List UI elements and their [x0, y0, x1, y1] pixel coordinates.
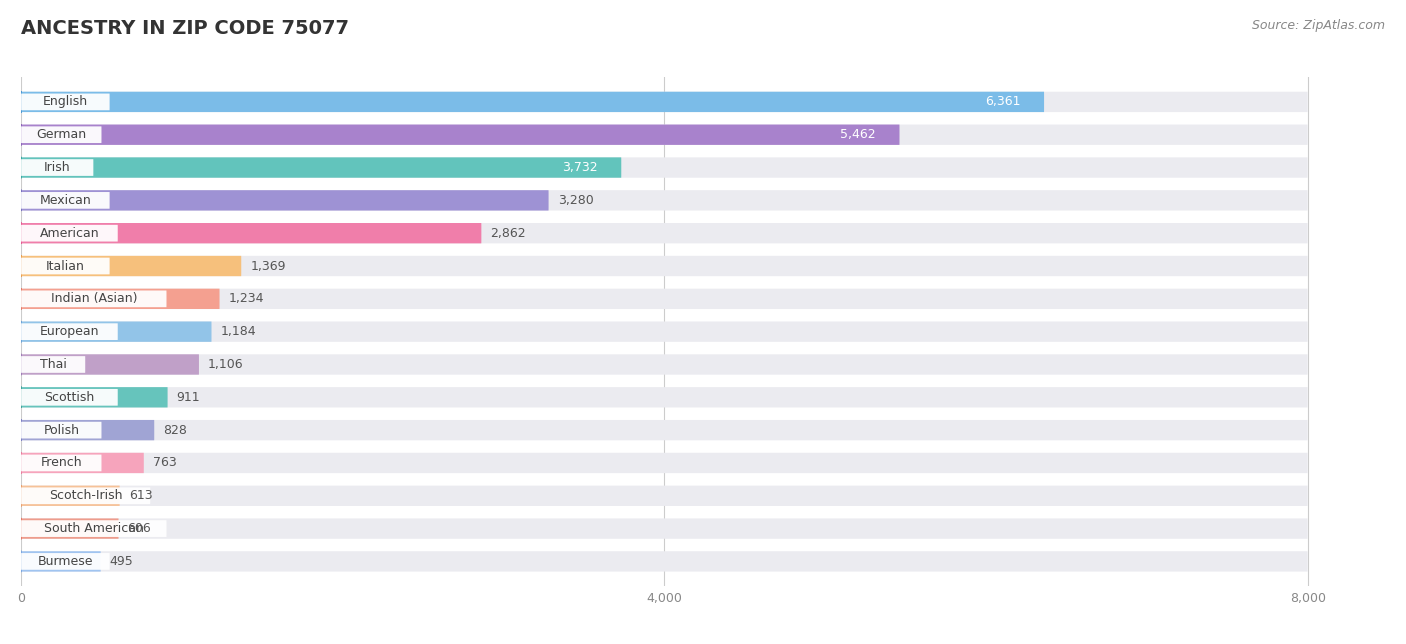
Text: 1,234: 1,234: [229, 292, 264, 305]
Text: 1,184: 1,184: [221, 325, 256, 338]
FancyBboxPatch shape: [21, 518, 1308, 539]
Text: English: English: [42, 95, 89, 108]
FancyBboxPatch shape: [21, 289, 219, 309]
FancyBboxPatch shape: [21, 356, 86, 373]
FancyBboxPatch shape: [21, 551, 101, 572]
FancyBboxPatch shape: [21, 387, 1308, 408]
FancyBboxPatch shape: [21, 190, 1308, 211]
Text: American: American: [39, 227, 100, 240]
Text: French: French: [41, 457, 82, 469]
FancyBboxPatch shape: [21, 486, 120, 506]
FancyBboxPatch shape: [21, 225, 118, 242]
Text: Mexican: Mexican: [39, 194, 91, 207]
FancyBboxPatch shape: [21, 453, 1308, 473]
Text: Polish: Polish: [44, 424, 79, 437]
Text: Indian (Asian): Indian (Asian): [51, 292, 136, 305]
Text: 911: 911: [177, 391, 200, 404]
FancyBboxPatch shape: [21, 518, 118, 539]
Text: 1,369: 1,369: [250, 260, 285, 272]
Text: ANCESTRY IN ZIP CODE 75077: ANCESTRY IN ZIP CODE 75077: [21, 19, 349, 39]
FancyBboxPatch shape: [21, 486, 1308, 506]
Text: 828: 828: [163, 424, 187, 437]
FancyBboxPatch shape: [21, 91, 1308, 112]
FancyBboxPatch shape: [21, 159, 93, 176]
FancyBboxPatch shape: [21, 387, 167, 408]
Text: 2,862: 2,862: [491, 227, 526, 240]
FancyBboxPatch shape: [21, 157, 621, 178]
FancyBboxPatch shape: [21, 91, 1045, 112]
Text: 495: 495: [110, 555, 134, 568]
Text: Thai: Thai: [39, 358, 66, 371]
FancyBboxPatch shape: [21, 124, 1308, 145]
FancyBboxPatch shape: [21, 453, 143, 473]
FancyBboxPatch shape: [21, 354, 1308, 375]
FancyBboxPatch shape: [21, 223, 1308, 243]
Text: 763: 763: [153, 457, 177, 469]
FancyBboxPatch shape: [21, 256, 242, 276]
FancyBboxPatch shape: [21, 126, 101, 143]
FancyBboxPatch shape: [21, 157, 1308, 178]
FancyBboxPatch shape: [21, 290, 166, 307]
Text: Scottish: Scottish: [45, 391, 94, 404]
FancyBboxPatch shape: [828, 126, 889, 143]
FancyBboxPatch shape: [973, 93, 1033, 110]
Text: Italian: Italian: [46, 260, 84, 272]
Text: Scotch-Irish: Scotch-Irish: [49, 489, 122, 502]
Text: 3,732: 3,732: [562, 161, 598, 174]
FancyBboxPatch shape: [21, 420, 1308, 440]
FancyBboxPatch shape: [21, 420, 155, 440]
Text: Irish: Irish: [44, 161, 70, 174]
Text: 1,106: 1,106: [208, 358, 243, 371]
Text: German: German: [37, 128, 86, 141]
FancyBboxPatch shape: [21, 93, 110, 110]
FancyBboxPatch shape: [21, 289, 1308, 309]
Text: Burmese: Burmese: [38, 555, 93, 568]
Text: Source: ZipAtlas.com: Source: ZipAtlas.com: [1251, 19, 1385, 32]
FancyBboxPatch shape: [21, 256, 1308, 276]
FancyBboxPatch shape: [21, 422, 101, 439]
Text: 5,462: 5,462: [841, 128, 876, 141]
FancyBboxPatch shape: [21, 455, 101, 471]
FancyBboxPatch shape: [21, 223, 481, 243]
FancyBboxPatch shape: [21, 190, 548, 211]
FancyBboxPatch shape: [21, 354, 200, 375]
FancyBboxPatch shape: [550, 159, 610, 176]
FancyBboxPatch shape: [21, 520, 166, 537]
FancyBboxPatch shape: [21, 321, 1308, 342]
FancyBboxPatch shape: [21, 551, 1308, 572]
FancyBboxPatch shape: [21, 488, 150, 504]
FancyBboxPatch shape: [21, 553, 110, 570]
FancyBboxPatch shape: [21, 192, 110, 209]
FancyBboxPatch shape: [21, 258, 110, 274]
Text: 613: 613: [129, 489, 152, 502]
Text: South American: South American: [44, 522, 143, 535]
FancyBboxPatch shape: [21, 389, 118, 406]
FancyBboxPatch shape: [21, 323, 118, 340]
FancyBboxPatch shape: [21, 124, 900, 145]
Text: 6,361: 6,361: [986, 95, 1021, 108]
Text: 3,280: 3,280: [558, 194, 593, 207]
FancyBboxPatch shape: [21, 321, 211, 342]
Text: 606: 606: [128, 522, 152, 535]
Text: European: European: [39, 325, 100, 338]
